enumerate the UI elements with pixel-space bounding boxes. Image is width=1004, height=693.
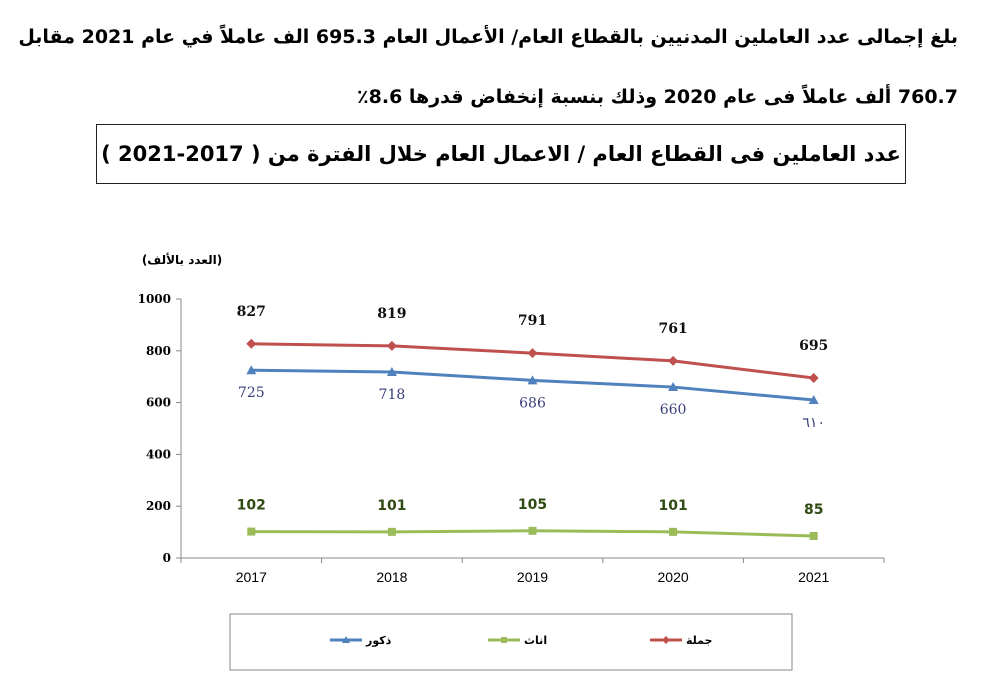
data-label: 725 xyxy=(238,385,265,401)
data-point xyxy=(808,372,819,383)
data-label: 761 xyxy=(658,321,687,337)
y-tick-label: 1000 xyxy=(138,292,171,306)
chart-title-box: عدد العاملين فى القطاع العام / الاعمال ا… xyxy=(96,124,906,184)
data-label: 827 xyxy=(237,304,266,320)
data-point xyxy=(246,365,257,375)
data-point xyxy=(669,527,678,536)
legend-box xyxy=(229,613,793,671)
data-label: 105 xyxy=(518,497,547,513)
data-label: 686 xyxy=(519,395,546,411)
legend-label: اناث xyxy=(524,634,547,647)
data-label: 85 xyxy=(804,502,823,518)
x-tick-label: 2020 xyxy=(658,569,689,585)
data-label: 718 xyxy=(379,387,406,403)
data-point xyxy=(527,375,538,385)
data-point xyxy=(808,395,819,405)
x-tick-label: 2021 xyxy=(798,569,829,585)
y-tick-label: 600 xyxy=(146,396,171,410)
intro-text-line-1: بلغ إجمالى عدد العاملين المدنيين بالقطاع… xyxy=(18,26,958,48)
data-point xyxy=(527,348,538,359)
data-point xyxy=(386,340,397,351)
data-label: 101 xyxy=(377,498,406,514)
x-tick-label: 2018 xyxy=(376,569,407,585)
data-point xyxy=(809,531,818,540)
x-tick-label: 2019 xyxy=(517,569,548,585)
data-label: 791 xyxy=(518,313,547,329)
y-tick-label: 200 xyxy=(146,499,171,513)
x-axis: 2017 2018 2019 2020 2021 xyxy=(180,557,885,585)
y-tick-label: 400 xyxy=(146,447,171,461)
y-tick-label: 800 xyxy=(146,344,171,358)
legend-marker xyxy=(501,637,507,643)
data-label: 819 xyxy=(377,306,406,322)
legend-marker xyxy=(662,636,670,644)
data-point xyxy=(246,338,257,349)
legend-label: ذكور xyxy=(365,634,392,647)
data-point xyxy=(247,527,256,536)
legend-marker xyxy=(342,636,350,643)
data-label: 102 xyxy=(237,498,266,514)
data-label: ٦١٠ xyxy=(802,415,825,431)
data-point xyxy=(387,527,396,536)
data-label: 101 xyxy=(658,498,687,514)
chart-title: عدد العاملين فى القطاع العام / الاعمال ا… xyxy=(101,142,901,166)
data-label: 660 xyxy=(660,402,687,418)
series-layer: 827 819 791 761 695 725 718 686 660 ٦١٠ 102 101 105 1… xyxy=(237,304,828,540)
data-point xyxy=(668,382,679,392)
y-axis: 0 200 400 600 800 1000 xyxy=(138,292,182,565)
data-label: 695 xyxy=(799,338,828,354)
x-tick-label: 2017 xyxy=(236,569,267,585)
data-point xyxy=(386,367,397,377)
data-point xyxy=(528,526,537,535)
y-axis-unit-label: (العدد بالألف) xyxy=(142,252,222,267)
legend-label: جملة xyxy=(686,634,712,647)
data-point xyxy=(668,355,679,366)
intro-text-line-2: 760.7 ألف عاملاً فى عام 2020 وذلك بنسبة … xyxy=(357,86,958,108)
legend: ذكور اناث جملة xyxy=(330,634,712,647)
y-tick-label: 0 xyxy=(163,551,171,565)
